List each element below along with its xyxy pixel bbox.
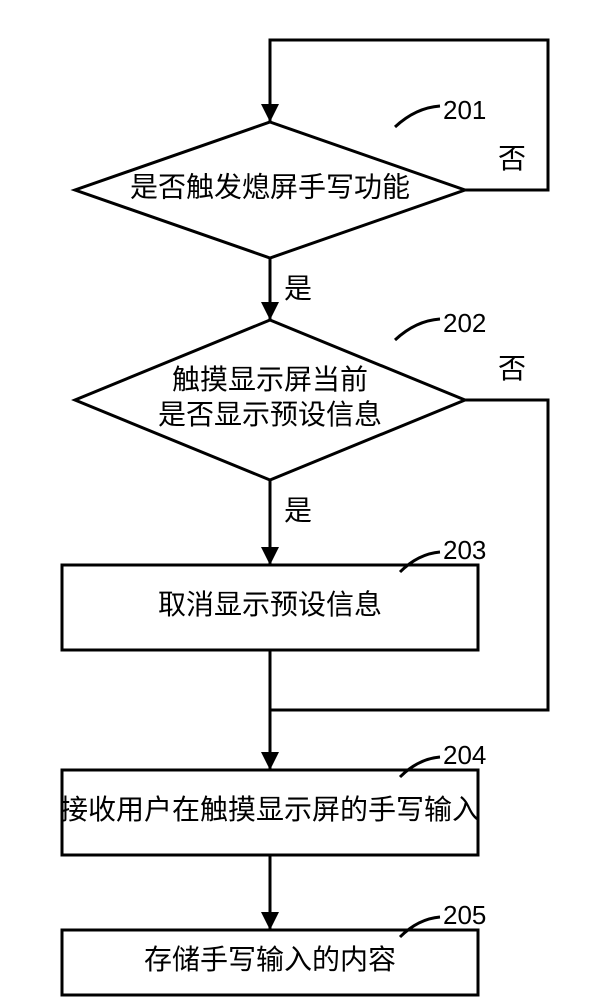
step-number: 204	[443, 740, 486, 770]
leader-d1	[395, 106, 440, 127]
step-number: 203	[443, 535, 486, 565]
edge-label: 否	[498, 354, 526, 385]
node-text: 触摸显示屏当前	[172, 364, 368, 396]
edge-label: 否	[498, 144, 526, 175]
node-text: 存储手写输入的内容	[144, 944, 396, 976]
step-number: 205	[443, 900, 486, 930]
edge-label: 是	[284, 274, 312, 305]
node-text: 接收用户在触摸显示屏的手写输入	[60, 794, 480, 826]
node-text: 是否触发熄屏手写功能	[130, 171, 410, 203]
node-text: 是否显示预设信息	[158, 399, 382, 431]
step-number: 202	[443, 308, 486, 338]
step-number: 201	[443, 95, 486, 125]
edge-label: 是	[284, 496, 312, 527]
leader-d2	[395, 319, 440, 340]
node-text: 取消显示预设信息	[158, 589, 382, 621]
